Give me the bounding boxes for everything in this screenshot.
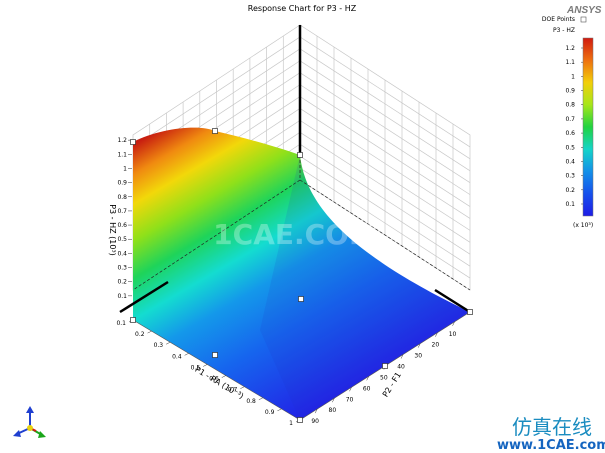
y-tick-label: 0.9 (265, 409, 275, 416)
x-axis-back-base (434, 288, 471, 314)
z-tick-label: 1.1 (117, 151, 127, 158)
z-tick-label: 0.3 (117, 265, 127, 272)
x-tick-mark (452, 321, 455, 326)
colorbar-tick-label: 0.1 (565, 201, 575, 208)
z-tick-label: 1.2 (117, 137, 127, 144)
y-axis-ticks: 0.1 0.2 0.3 0.4 0.5 0.6 0.7 0.8 0.9 1 (116, 319, 301, 427)
doe-point (212, 128, 218, 134)
back-wall-right (299, 24, 471, 291)
y-tick-label: 0.3 (154, 342, 164, 349)
z-axis-ticks: 0.1 0.2 0.3 0.4 0.5 0.6 0.7 0.8 0.9 1 1.1 1.2 (117, 137, 132, 300)
doe-point (297, 417, 303, 423)
z-axis-front-base (119, 280, 169, 314)
z-tick-label: 0.7 (117, 208, 127, 215)
y-tick-label: 0.5 (191, 364, 201, 371)
orientation-triad-icon (13, 406, 46, 438)
doe-point (212, 352, 218, 358)
z-tick-label: 0.2 (117, 279, 127, 286)
y-tick-label: 0.7 (228, 387, 238, 394)
colorbar-scale-note: (x 10³) (573, 222, 593, 229)
z-tick-label: 1 (123, 165, 127, 172)
z-tick-label: 0.8 (117, 194, 127, 201)
y-tick-label: 0.6 (209, 376, 219, 383)
colorbar-tick-label: 0.6 (565, 130, 575, 137)
doe-point (130, 139, 136, 145)
colorbar-tick-label: 0.2 (565, 187, 575, 194)
surface-shade (260, 155, 470, 420)
x-tick-label: 70 (346, 396, 354, 403)
colorbar-ticks: 1.2 1.1 1 0.9 0.8 0.7 0.6 0.5 0.4 0.3 0.2 0.1 (565, 45, 583, 208)
z-tick-label: 0.4 (117, 250, 127, 257)
ansys-logo: ANSYS (566, 5, 602, 16)
hidden-edge-left (132, 179, 301, 291)
watermark-brand-url: www.1CAE.com (497, 438, 605, 453)
y-tick-label: 1 (289, 420, 293, 427)
svg-text:ANSYS: ANSYS (566, 5, 602, 16)
x-tick-label: 10 (449, 331, 457, 338)
x-tick-mark (332, 398, 335, 403)
legend-doe-label: DOE Points (542, 16, 575, 23)
doe-points (130, 128, 473, 423)
colorbar-tick-label: 0.4 (565, 158, 575, 165)
y-tick-mark (147, 330, 152, 334)
z-tick-label: 0.5 (117, 236, 127, 243)
legend-doe-marker (580, 16, 587, 23)
colorbar-tick-label: 1 (571, 73, 575, 80)
x-axis-ticks: 10 20 30 40 50 60 70 80 90 (311, 321, 457, 425)
z-tick-label: 0.1 (117, 293, 127, 300)
z-tick-label: 0.9 (117, 180, 127, 187)
y-tick-mark (203, 364, 208, 367)
hidden-edge-right (299, 179, 471, 291)
doe-point (130, 317, 136, 323)
y-axis-edge (132, 319, 301, 421)
x-tick-mark (314, 408, 318, 414)
colorbar-tick-label: 0.3 (565, 173, 575, 180)
y-tick-label: 0.4 (172, 353, 182, 360)
x-tick-mark (417, 343, 421, 348)
doe-point (297, 152, 303, 158)
x-tick-label: 40 (397, 364, 405, 371)
x-tick-mark (366, 376, 369, 381)
x-tick-label: 20 (432, 342, 440, 349)
x-tick-mark (400, 354, 404, 359)
doe-point (382, 363, 388, 369)
y-tick-label: 0.8 (246, 398, 256, 405)
y-tick-label: 0.2 (135, 331, 145, 338)
x-tick-label: 30 (414, 353, 422, 360)
colorbar-tick-label: 1.2 (565, 45, 575, 52)
colorbar-tick-label: 1.1 (565, 59, 575, 66)
z-axis-label: P3 - HZ (10³) (108, 204, 117, 256)
watermark-brand-cn: 仿真在线 (512, 415, 592, 439)
response-surface[interactable] (133, 127, 470, 420)
y-tick-label: 0.1 (116, 320, 126, 327)
x-tick-label: 80 (329, 407, 337, 414)
colorbar (582, 37, 594, 217)
z-tick-label: 0.6 (117, 222, 127, 229)
doe-point (467, 309, 473, 315)
colorbar-tick-label: 0.8 (565, 102, 575, 109)
y-tick-mark (277, 408, 282, 412)
y-tick-mark (258, 397, 264, 401)
x-tick-label: 50 (380, 374, 388, 381)
x-tick-mark (349, 387, 352, 392)
chart-title: Response Chart for P3 - HZ (248, 4, 357, 13)
colorbar-tick-label: 0.9 (565, 88, 575, 95)
watermark-center: 1CAE.COM (213, 218, 377, 251)
x-tick-mark (435, 332, 438, 337)
x-tick-label: 60 (363, 385, 371, 392)
legend-series-label: P3 - HZ (553, 27, 575, 34)
y-tick-mark (240, 386, 245, 389)
doe-point (298, 296, 304, 302)
x-tick-label: 90 (311, 418, 319, 425)
colorbar-tick-label: 0.7 (565, 116, 575, 123)
colorbar-tick-label: 0.5 (565, 144, 575, 151)
y-tick-mark (184, 353, 189, 356)
y-tick-mark (221, 375, 226, 378)
y-tick-mark (165, 341, 171, 345)
